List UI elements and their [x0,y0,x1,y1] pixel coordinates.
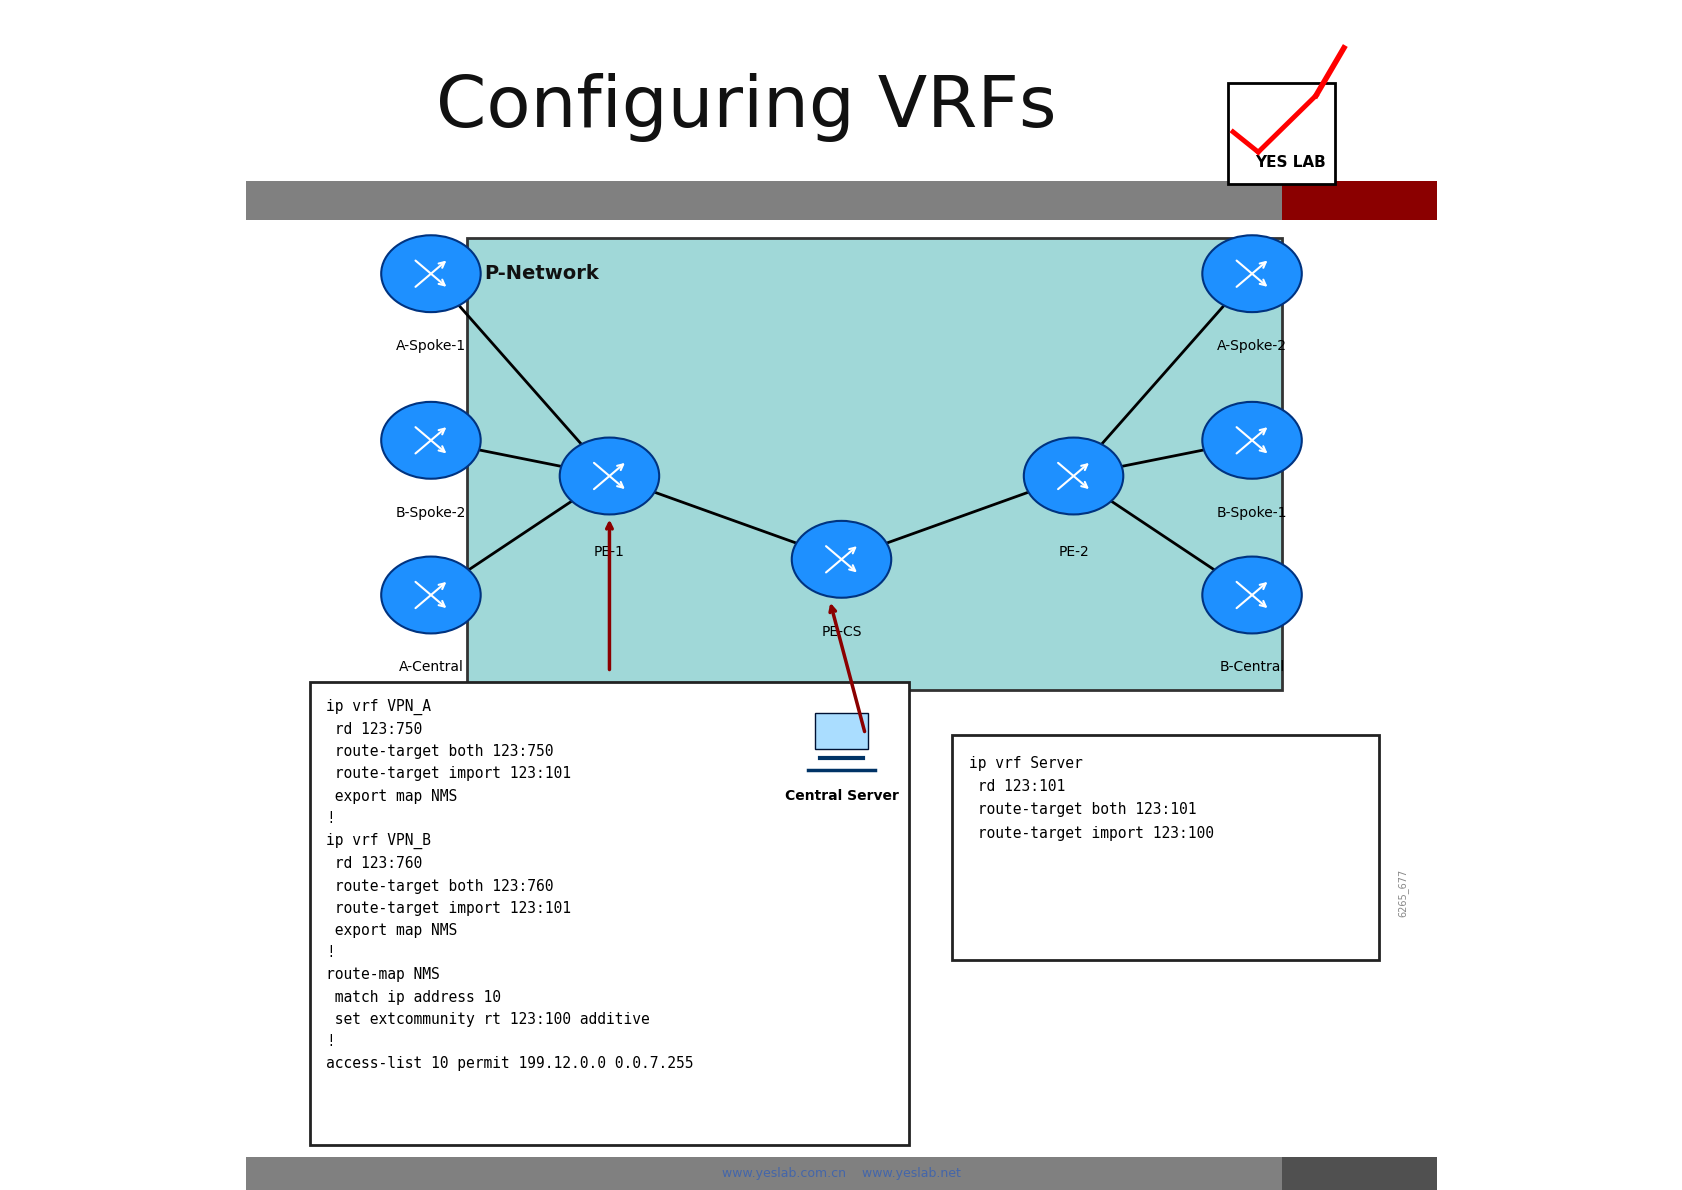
Text: Central Server: Central Server [784,789,898,803]
Text: B-Spoke-1: B-Spoke-1 [1216,506,1287,520]
Text: A-Spoke-1: A-Spoke-1 [395,339,466,353]
Bar [246,1157,1282,1190]
Text: PE-1: PE-1 [594,545,624,559]
Text: B-Spoke-2: B-Spoke-2 [395,506,466,520]
FancyBboxPatch shape [309,682,908,1145]
Text: ip vrf VPN_A
 rd 123:750
 route-target both 123:750
 route-target import 123:101: ip vrf VPN_A rd 123:750 route-target bot… [326,699,693,1071]
Bar [246,181,1282,220]
Bar [1282,181,1436,220]
Text: www.yeslab.com.cn    www.yeslab.net: www.yeslab.com.cn www.yeslab.net [722,1167,960,1179]
Text: YES LAB: YES LAB [1255,155,1325,170]
Text: Configuring VRFs: Configuring VRFs [436,73,1056,142]
Text: A-Central: A-Central [399,660,463,675]
Ellipse shape [1201,402,1300,478]
Bar [1228,83,1334,184]
Text: PE-2: PE-2 [1058,545,1088,559]
Ellipse shape [1023,438,1122,514]
Ellipse shape [791,521,891,597]
FancyBboxPatch shape [801,699,881,760]
FancyBboxPatch shape [952,735,1379,960]
Text: B-Central: B-Central [1219,660,1283,675]
Ellipse shape [1201,557,1300,633]
Text: PE-CS: PE-CS [821,625,861,639]
Ellipse shape [382,236,481,312]
Text: A-Spoke-2: A-Spoke-2 [1216,339,1287,353]
Ellipse shape [1201,236,1300,312]
Text: ip vrf Server
 rd 123:101
 route-target both 123:101
 route-target import 123:10: ip vrf Server rd 123:101 route-target bo… [969,756,1213,841]
Text: 6265_677: 6265_677 [1396,869,1408,916]
Text: P-Network: P-Network [484,264,599,283]
Ellipse shape [382,402,481,478]
Ellipse shape [382,557,481,633]
FancyBboxPatch shape [466,238,1282,690]
Bar [1282,1157,1436,1190]
Ellipse shape [560,438,659,514]
FancyBboxPatch shape [814,713,868,749]
